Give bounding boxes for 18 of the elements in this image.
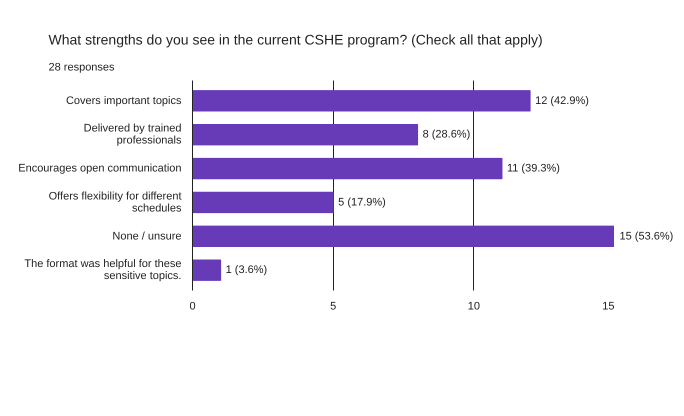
y-tick-label: Offers flexibility for different schedules xyxy=(48,190,182,214)
y-tick-label: Covers important topics xyxy=(66,94,182,107)
y-tick-label: The format was helpful for these sensitive topics. xyxy=(24,258,182,282)
y-tick-label: Delivered by trained professionals xyxy=(84,122,182,147)
x-tick-label: 0 xyxy=(189,300,196,312)
x-tick-label: 10 xyxy=(468,300,480,312)
chart-title: What strengths do you see in the current CSHE program? (Check all that apply) xyxy=(48,32,543,48)
y-tick-label: None / unsure xyxy=(112,230,182,242)
x-tick-label: 5 xyxy=(330,300,336,312)
data-label: 11 (39.3%) xyxy=(506,162,560,175)
data-label: 12 (42.9%) xyxy=(535,94,589,107)
text: 28 responses xyxy=(48,62,116,74)
data-label: 15 (53.6%) xyxy=(620,230,674,242)
data-label: 5 (17.9%) xyxy=(338,196,386,208)
data-label: 1 (3.6%) xyxy=(226,264,268,276)
y-tick-label: Encourages open communication xyxy=(18,162,182,175)
x-tick-label: 15 xyxy=(602,300,615,312)
data-label: 8 (28.6%) xyxy=(422,128,470,141)
